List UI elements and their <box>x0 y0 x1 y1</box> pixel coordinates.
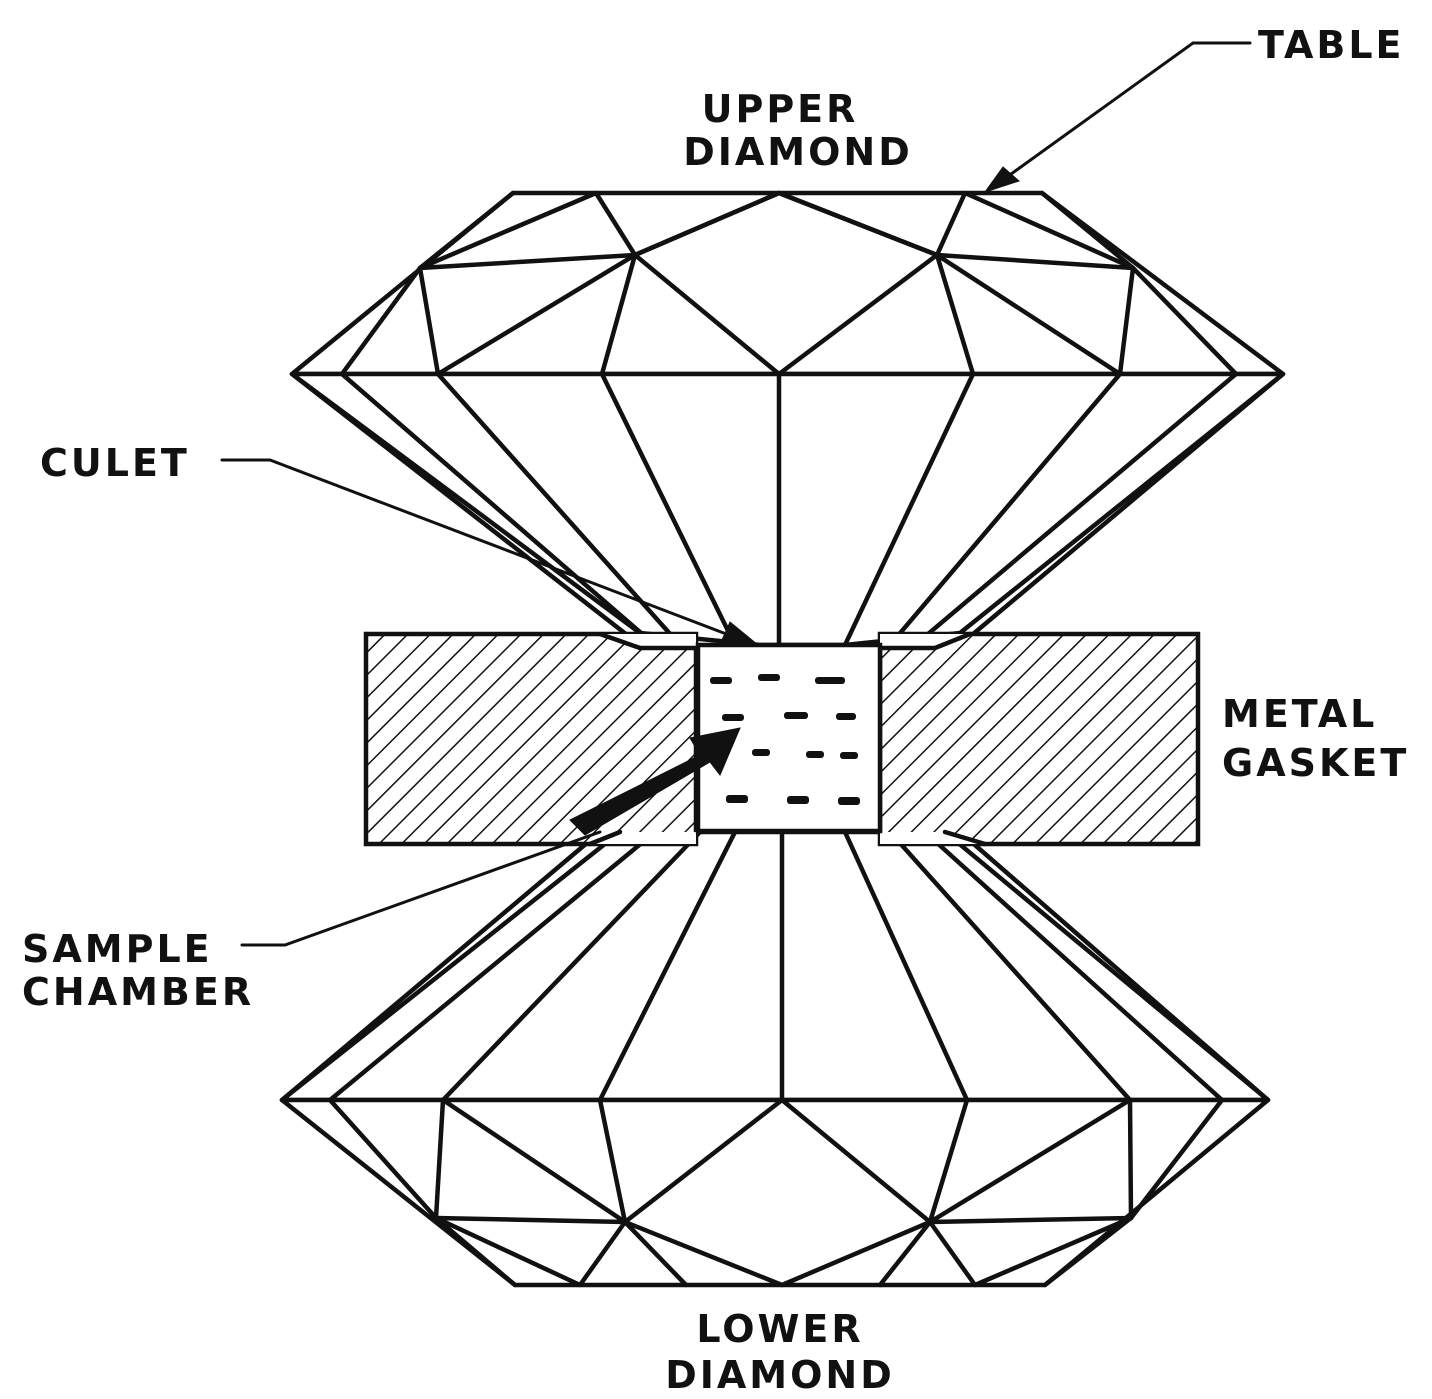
culet-arrowhead <box>721 621 760 646</box>
metal-gasket-label-line1: METAL <box>1222 692 1377 736</box>
upper-pavilion-facets <box>289 371 1286 648</box>
upper-diamond-pavilion <box>289 371 1286 648</box>
lower-diamond-label-line1: LOWER <box>696 1307 863 1351</box>
upper-diamond-label-line1: UPPER <box>702 87 859 131</box>
culet-label: CULET <box>40 441 190 485</box>
culet-leader <box>220 458 760 646</box>
table-label: TABLE <box>1258 23 1405 67</box>
upper-diamond <box>289 190 1286 648</box>
sample-chamber-arrowhead <box>569 727 741 836</box>
gasket-right <box>877 631 1201 847</box>
sample-chamber <box>695 642 883 834</box>
lower-diamond <box>279 829 1271 1288</box>
lower-crown-facets <box>327 1097 1225 1288</box>
lower-diamond-label-line2: DIAMOND <box>665 1353 895 1397</box>
metal-gasket-label-line2: GASKET <box>1222 741 1409 785</box>
lower-diamond-pavilion <box>279 829 1271 1103</box>
sample-chamber-label-line2: CHAMBER <box>22 970 254 1014</box>
table-leader <box>983 41 1252 193</box>
lower-diamond-crown <box>279 1097 1271 1288</box>
lower-pavilion-facets <box>279 829 1271 1103</box>
table-arrowhead <box>983 166 1020 193</box>
sample-chamber-leader <box>240 727 741 947</box>
metal-gasket <box>363 631 1201 847</box>
gasket-left <box>363 631 699 847</box>
sample-chamber-label-line1: SAMPLE <box>22 927 213 971</box>
upper-diamond-crown <box>289 190 1286 377</box>
sample-particles <box>710 674 860 805</box>
upper-diamond-label-line2: DIAMOND <box>683 130 913 174</box>
